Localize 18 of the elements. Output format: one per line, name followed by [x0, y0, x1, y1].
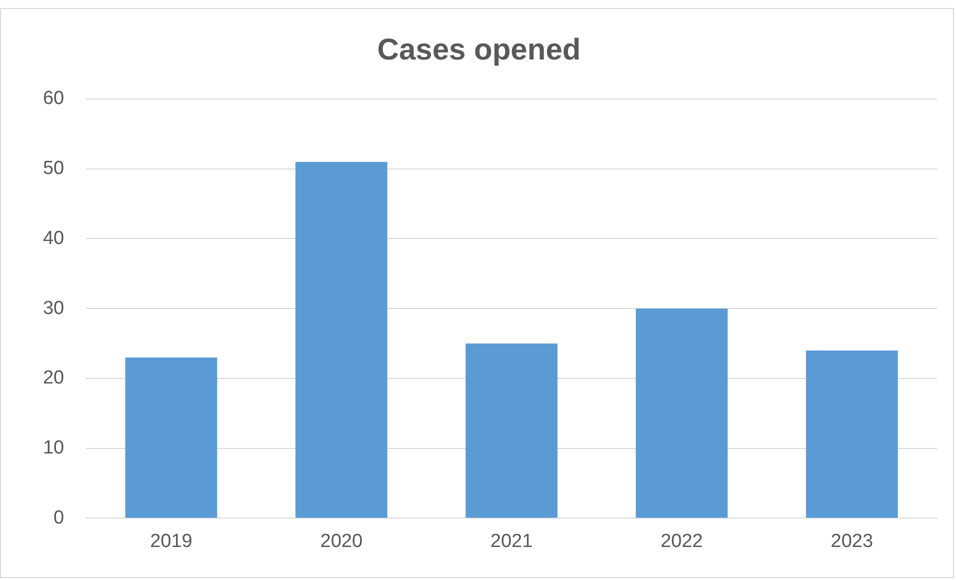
x-tick-label: 2021: [490, 530, 533, 552]
bar: [466, 344, 558, 518]
y-tick-label: 60: [42, 88, 64, 110]
bar: [636, 308, 728, 518]
y-tick-label: 20: [42, 368, 64, 389]
y-tick-label: 40: [42, 228, 64, 249]
chart-title: Cases opened: [377, 33, 581, 66]
y-tick-label: 30: [42, 298, 64, 319]
y-tick-label: 10: [42, 438, 64, 459]
x-tick-label: 2023: [830, 530, 874, 552]
y-tick-label: 0: [54, 507, 64, 528]
x-tick-label: 2020: [320, 530, 363, 552]
x-tick-label: 2019: [150, 530, 192, 552]
bar: [806, 350, 898, 518]
x-tick-label: 2022: [660, 530, 703, 552]
y-tick-label: 50: [42, 158, 64, 180]
bar: [295, 162, 388, 518]
bar: [125, 358, 218, 518]
